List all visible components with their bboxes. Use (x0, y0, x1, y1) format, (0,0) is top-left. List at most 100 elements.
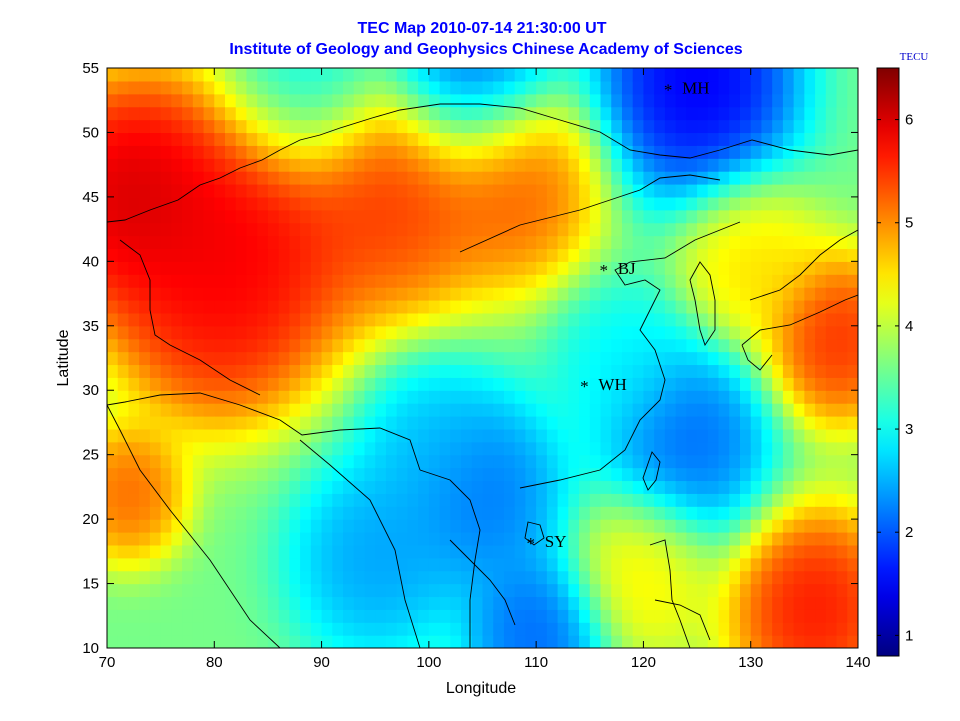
heat-cell (396, 493, 408, 507)
heat-cell (718, 132, 730, 146)
heat-cell (321, 351, 333, 366)
heat-cell (128, 248, 140, 262)
heat-cell (160, 428, 172, 443)
heat-cell (739, 493, 752, 507)
heat-cell (171, 300, 183, 314)
heat-cell (675, 416, 687, 430)
heat-cell (418, 222, 430, 237)
heat-cell (203, 609, 215, 623)
heat-cell (482, 106, 494, 121)
heat-cell (192, 80, 205, 95)
heat-cell (589, 544, 602, 559)
heat-cell (471, 184, 484, 198)
heat-cell (396, 454, 408, 469)
heat-cell (847, 119, 858, 134)
heat-cell (793, 196, 805, 211)
heat-cell (815, 325, 827, 340)
heat-cell (439, 622, 451, 636)
heat-cell (514, 338, 527, 353)
heat-cell (632, 635, 645, 648)
heat-cell (385, 403, 398, 417)
heat-cell (289, 209, 301, 224)
heat-cell (257, 132, 269, 146)
heat-cell (428, 557, 441, 572)
heat-cell (461, 312, 473, 327)
heat-cell (418, 441, 430, 456)
heat-cell (332, 635, 344, 648)
heat-cell (117, 325, 130, 340)
heat-cell (439, 248, 451, 262)
heat-cell (418, 158, 430, 172)
heat-cell (621, 184, 634, 198)
heat-cell (300, 390, 312, 404)
heat-cell (482, 235, 494, 250)
heat-cell (579, 248, 591, 262)
heat-cell (246, 519, 258, 533)
heat-cell (686, 68, 698, 82)
heat-cell (171, 454, 183, 469)
heat-cell (643, 312, 655, 327)
heat-cell (182, 287, 194, 301)
heat-cell (482, 506, 494, 520)
heat-cell (643, 480, 655, 494)
heat-cell (836, 480, 848, 494)
heat-cell (729, 454, 741, 469)
heat-cell (804, 119, 816, 134)
heat-cell (482, 493, 494, 507)
heat-cell (332, 119, 344, 134)
heat-cell (739, 570, 752, 585)
heat-cell (407, 300, 419, 314)
coastline-overlay (107, 103, 858, 648)
heat-cell (117, 261, 130, 275)
heat-cell (557, 119, 569, 134)
heat-cell (343, 145, 355, 159)
heat-cell (739, 532, 752, 546)
heat-cell (214, 274, 226, 288)
heat-cell (246, 416, 258, 430)
heat-cell (246, 222, 258, 237)
heat-cell (632, 119, 645, 134)
heat-cell (761, 235, 773, 250)
heat-cell (321, 377, 333, 391)
heat-cell (278, 454, 290, 469)
heat-cell (697, 544, 709, 559)
heat-cell (461, 184, 473, 198)
heat-cell (246, 506, 258, 520)
heat-cell (600, 635, 612, 648)
heat-cell (257, 454, 269, 469)
heat-cell (160, 80, 172, 95)
heat-cell (664, 519, 677, 533)
heat-cell (772, 171, 784, 185)
heat-cell (343, 171, 355, 185)
heat-cell (482, 338, 494, 353)
heat-cell (139, 132, 151, 146)
heat-cell (568, 93, 580, 108)
heat-cell (589, 196, 602, 211)
heat-cell (128, 519, 140, 533)
heat-cell (600, 377, 612, 391)
heat-cell (503, 532, 516, 546)
heat-cell (718, 338, 730, 353)
heat-cell (718, 622, 730, 636)
heat-cell (257, 532, 269, 546)
heat-cell (257, 338, 269, 353)
heat-cell (815, 506, 827, 520)
heat-cell (182, 325, 194, 340)
heat-cell (343, 570, 355, 585)
heat-cell (396, 364, 408, 378)
heat-cell (750, 403, 763, 417)
heat-cell (385, 557, 398, 572)
heat-cell (182, 68, 194, 82)
station-marker-icon: * (599, 261, 608, 280)
heat-cell (761, 158, 773, 172)
heat-cell (418, 312, 430, 327)
heat-cell (686, 506, 698, 520)
heat-cell (739, 106, 752, 121)
heat-cell (482, 467, 494, 482)
heat-cell (289, 596, 301, 610)
heat-cell (278, 583, 290, 598)
heat-cell (493, 106, 505, 121)
heat-cell (343, 544, 355, 559)
heat-cell (139, 493, 151, 507)
